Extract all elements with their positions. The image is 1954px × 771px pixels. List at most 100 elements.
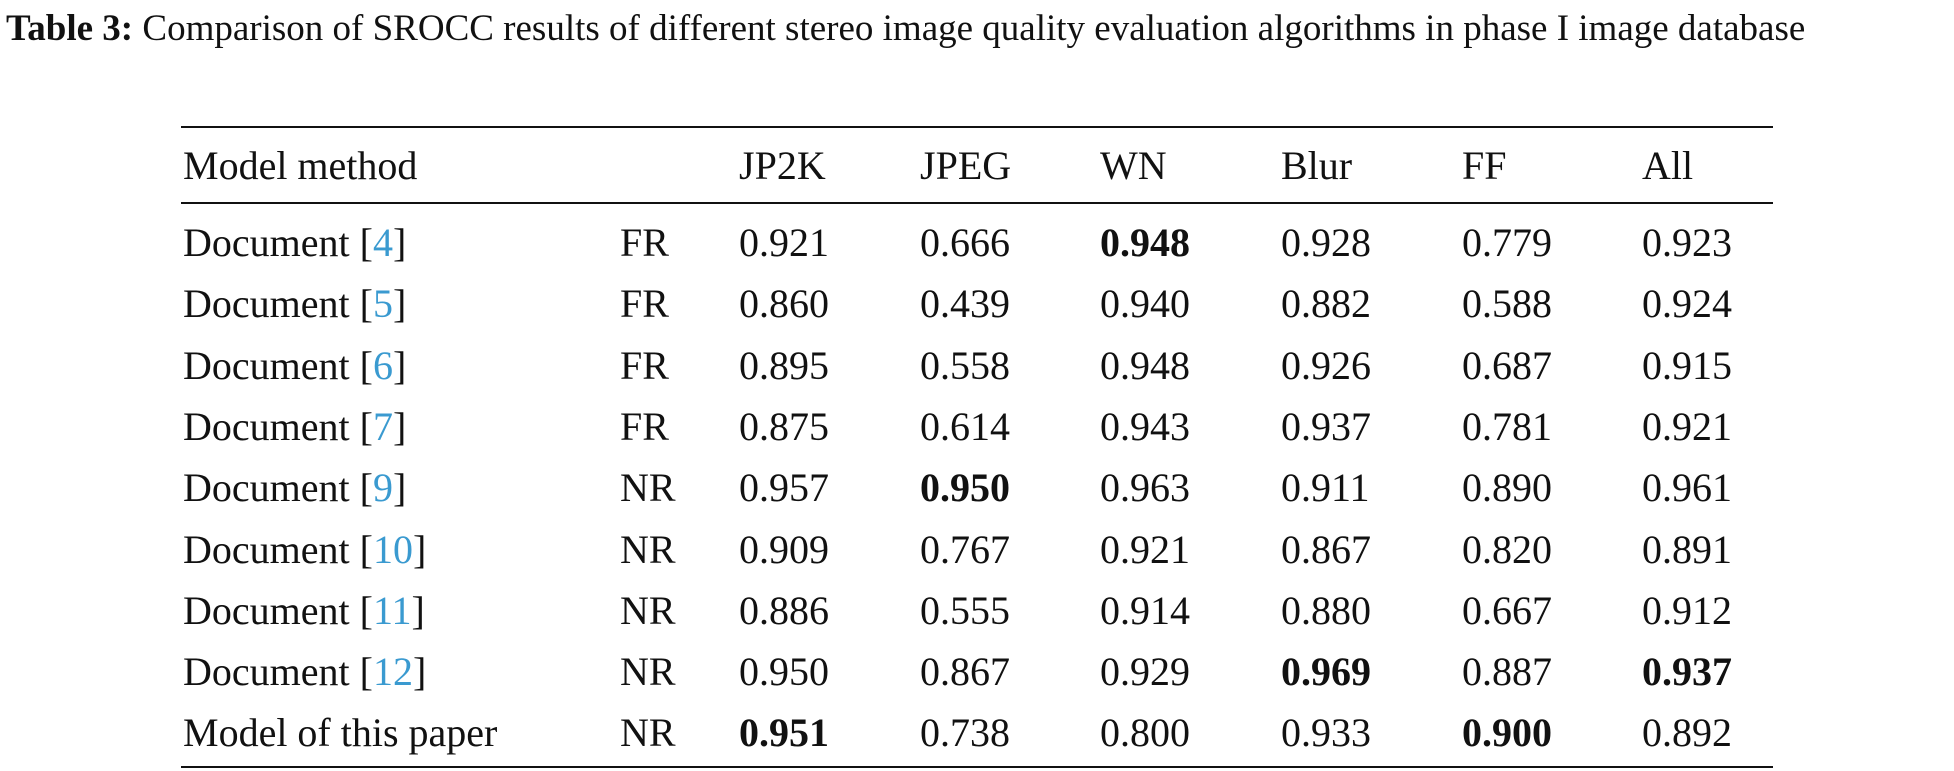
value-cell: 0.891 bbox=[1642, 526, 1732, 572]
type-cell: FR bbox=[620, 220, 669, 265]
value-cell: 0.890 bbox=[1462, 465, 1552, 511]
top-rule bbox=[181, 126, 1773, 128]
column-header: JP2K bbox=[739, 143, 826, 188]
method-text: ] bbox=[392, 281, 407, 327]
method-text: Document [ bbox=[183, 403, 373, 449]
value-cell: 0.667 bbox=[1462, 587, 1552, 633]
value-cell: 0.860 bbox=[739, 281, 829, 327]
reference-link: 9 bbox=[372, 465, 393, 511]
reference-link: 7 bbox=[372, 403, 393, 449]
value-cell: 0.933 bbox=[1281, 710, 1371, 756]
method-text: ] bbox=[412, 526, 427, 572]
value-cell: 0.948 bbox=[1100, 220, 1190, 265]
method-text: Model of this paper bbox=[183, 710, 498, 756]
type-cell: FR bbox=[620, 403, 669, 449]
reference-link: 10 bbox=[372, 526, 413, 572]
value-cell: 0.614 bbox=[920, 403, 1010, 449]
value-cell: 0.887 bbox=[1462, 649, 1552, 695]
reference-link: 6 bbox=[372, 342, 393, 388]
bottom-rule bbox=[181, 766, 1773, 768]
value-cell: 0.943 bbox=[1100, 403, 1190, 449]
value-cell: 0.915 bbox=[1642, 342, 1732, 388]
method-text: ] bbox=[392, 220, 407, 265]
value-cell: 0.767 bbox=[920, 526, 1010, 572]
method-text: ] bbox=[411, 587, 425, 633]
value-cell: 0.914 bbox=[1100, 587, 1190, 633]
value-cell: 0.911 bbox=[1281, 465, 1370, 511]
method-text: Document [ bbox=[183, 220, 373, 265]
reference-link: 11 bbox=[372, 587, 412, 633]
value-cell: 0.921 bbox=[1100, 526, 1190, 572]
value-cell: 0.940 bbox=[1100, 281, 1190, 327]
method-text: ] bbox=[392, 465, 407, 511]
value-cell: 0.963 bbox=[1100, 465, 1190, 511]
value-cell: 0.867 bbox=[1281, 526, 1371, 572]
method-text: ] bbox=[392, 342, 407, 388]
value-cell: 0.738 bbox=[920, 710, 1010, 756]
column-header: Model method bbox=[183, 143, 418, 188]
value-cell: 0.957 bbox=[739, 465, 829, 511]
value-cell: 0.800 bbox=[1100, 710, 1190, 756]
value-cell: 0.950 bbox=[739, 649, 829, 695]
value-cell: 0.921 bbox=[1642, 403, 1732, 449]
value-cell: 0.867 bbox=[920, 649, 1010, 695]
method-cell: Document [5] bbox=[183, 279, 406, 329]
reference-link: 12 bbox=[372, 649, 413, 695]
column-header: JPEG bbox=[920, 143, 1012, 188]
type-cell: NR bbox=[620, 587, 676, 633]
value-cell: 0.928 bbox=[1281, 220, 1371, 265]
value-cell: 0.929 bbox=[1100, 649, 1190, 695]
value-cell: 0.875 bbox=[739, 403, 829, 449]
value-cell: 0.588 bbox=[1462, 281, 1552, 327]
value-cell: 0.926 bbox=[1281, 342, 1371, 388]
column-header: FF bbox=[1462, 143, 1507, 188]
type-cell: FR bbox=[620, 281, 669, 327]
method-text: ] bbox=[412, 649, 427, 695]
type-cell: NR bbox=[620, 649, 676, 695]
caption-label: Table 3: bbox=[6, 8, 134, 49]
method-cell: Model of this paper bbox=[183, 708, 497, 758]
type-cell: NR bbox=[620, 526, 676, 572]
value-cell: 0.909 bbox=[739, 526, 829, 572]
value-cell: 0.895 bbox=[739, 342, 829, 388]
value-cell: 0.969 bbox=[1281, 649, 1371, 695]
table-caption: Table 3: Comparison of SROCC results of … bbox=[6, 4, 1950, 54]
type-cell: NR bbox=[620, 465, 676, 511]
value-cell: 0.779 bbox=[1462, 220, 1552, 265]
method-text: ] bbox=[392, 403, 407, 449]
method-cell: Document [7] bbox=[183, 402, 406, 452]
value-cell: 0.892 bbox=[1642, 710, 1732, 756]
header-rule bbox=[181, 202, 1773, 204]
value-cell: 0.900 bbox=[1462, 710, 1552, 756]
value-cell: 0.781 bbox=[1462, 403, 1552, 449]
value-cell: 0.439 bbox=[920, 281, 1010, 327]
method-cell: Document [12] bbox=[183, 647, 426, 697]
column-header: All bbox=[1642, 143, 1694, 188]
value-cell: 0.912 bbox=[1642, 587, 1732, 633]
method-cell: Document [11] bbox=[183, 586, 425, 636]
type-cell: NR bbox=[620, 710, 676, 756]
value-cell: 0.937 bbox=[1642, 649, 1732, 695]
column-header: Blur bbox=[1281, 143, 1353, 188]
value-cell: 0.961 bbox=[1642, 465, 1732, 511]
method-text: Document [ bbox=[183, 587, 373, 633]
value-cell: 0.555 bbox=[920, 587, 1010, 633]
value-cell: 0.923 bbox=[1642, 220, 1732, 265]
method-cell: Document [10] bbox=[183, 525, 426, 575]
value-cell: 0.921 bbox=[739, 220, 829, 265]
method-text: Document [ bbox=[183, 526, 373, 572]
value-cell: 0.820 bbox=[1462, 526, 1552, 572]
method-text: Document [ bbox=[183, 342, 373, 388]
method-cell: Document [4] bbox=[183, 218, 406, 268]
value-cell: 0.880 bbox=[1281, 587, 1371, 633]
reference-link: 5 bbox=[372, 281, 393, 327]
method-text: Document [ bbox=[183, 465, 373, 511]
value-cell: 0.937 bbox=[1281, 403, 1371, 449]
method-text: Document [ bbox=[183, 281, 373, 327]
value-cell: 0.951 bbox=[739, 710, 829, 756]
value-cell: 0.558 bbox=[920, 342, 1010, 388]
method-cell: Document [9] bbox=[183, 463, 406, 513]
value-cell: 0.882 bbox=[1281, 281, 1371, 327]
value-cell: 0.950 bbox=[920, 465, 1010, 511]
value-cell: 0.886 bbox=[739, 587, 829, 633]
